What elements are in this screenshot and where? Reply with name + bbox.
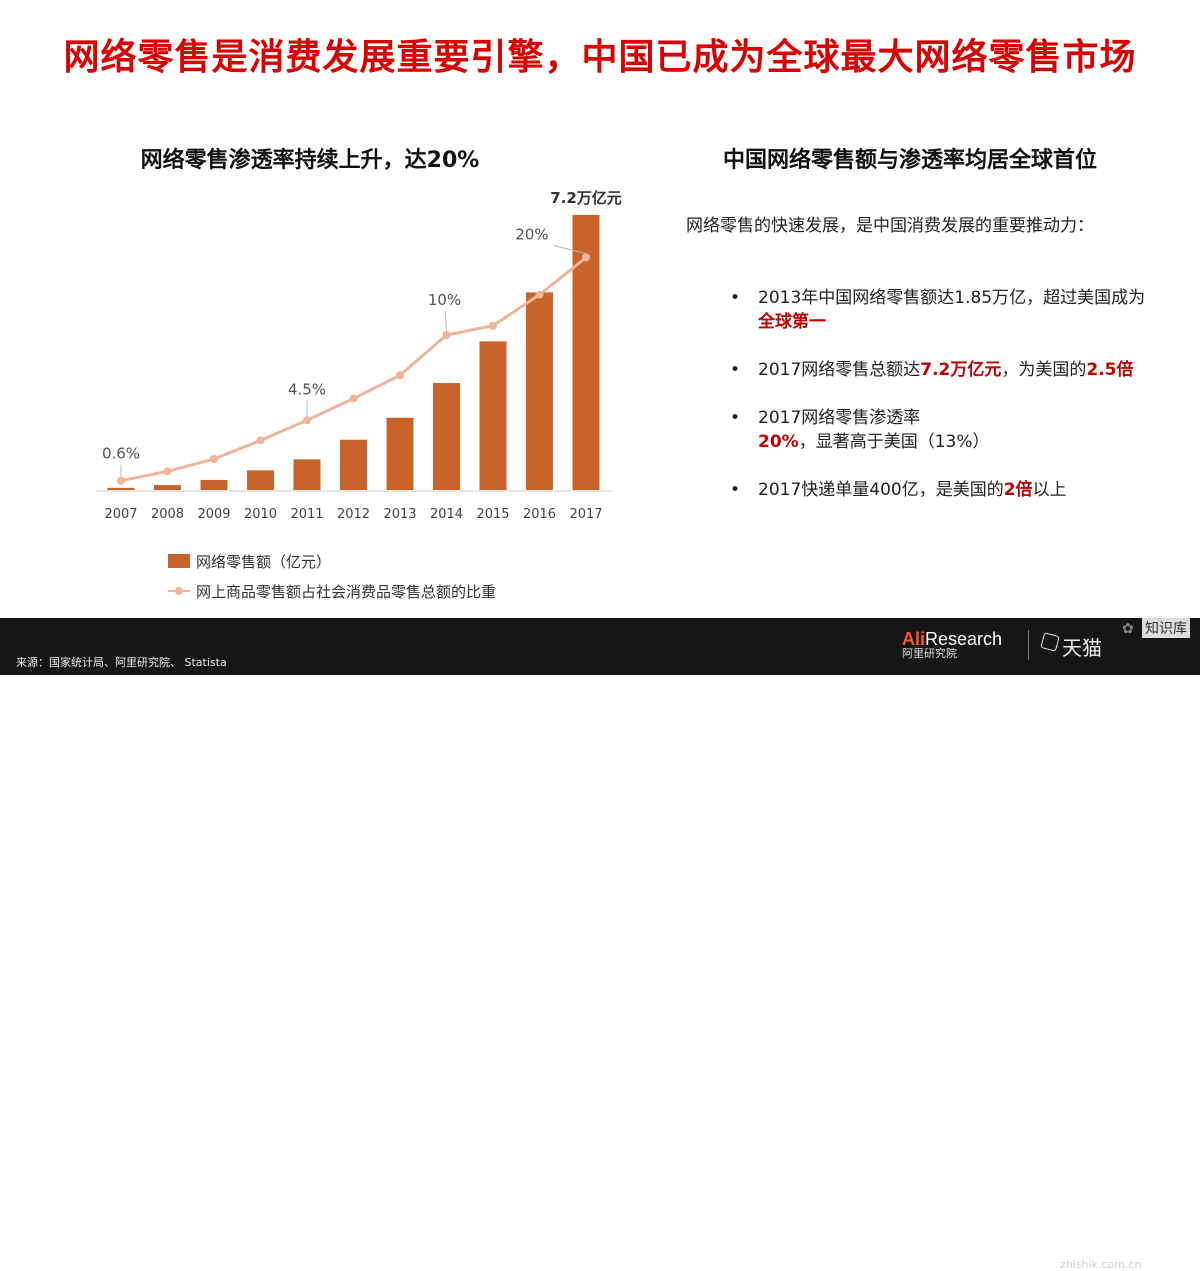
bullet-highlight: 7.2万亿元 [920, 360, 1002, 380]
bar-2013 [386, 417, 414, 490]
share-point-2013 [396, 371, 404, 380]
x-tick-label: 2017 [569, 507, 602, 522]
bar-2008 [154, 485, 181, 490]
share-point-2017 [582, 253, 590, 262]
x-tick-label: 2014 [430, 507, 463, 522]
bullet-dot: • [730, 480, 741, 500]
bar-2011 [293, 459, 321, 490]
page-title: 网络零售是消费发展重要引擎，中国已成为全球最大网络零售市场 [63, 37, 1137, 78]
retail-chart: 7.2万亿元 0.6% 4.5% 10% 20% 2007 2008 2009 2010 2011… [96, 189, 622, 522]
watermark-label: 知识库 [1142, 618, 1190, 638]
bullet-item: • 2017快递单量400亿，是美国的2倍以上 [730, 478, 1150, 502]
bullet-text: ，为美国的 [1001, 360, 1087, 380]
bar-2007 [107, 487, 135, 490]
legend-label-line: 网上商品零售额占社会消费品零售总额的比重 [196, 582, 497, 601]
bullet-list: • 2013年中国网络零售额达1.85万亿，超过美国成为全球第一 • 2017网… [730, 286, 1150, 502]
share-point-2007 [117, 476, 125, 485]
logo-subtitle: 阿里研究院 [902, 648, 957, 660]
bullet-text: ，显著高于美国（13%） [798, 432, 990, 452]
bullet-dot: • [730, 360, 741, 380]
bullet-text: 2017快递单量400亿，是美国的 [758, 480, 1004, 500]
x-tick-label: 2012 [337, 507, 370, 522]
x-tick-label: 2009 [197, 507, 230, 522]
bar-2010 [247, 470, 274, 490]
share-point-2009 [210, 455, 218, 463]
bullet-text: 2013年中国网络零售额达1.85万亿，超过美国成为 [758, 288, 1146, 308]
bullet-text: 2017网络零售渗透率 [758, 408, 921, 428]
share-point-2011 [303, 416, 311, 425]
logo-research: Research [925, 629, 1003, 649]
bullet-dot: • [730, 408, 741, 428]
tmall-logo: 天猫 [1062, 636, 1102, 660]
bullet-highlight: 全球第一 [758, 312, 826, 332]
share-value-label: 20% [515, 226, 548, 244]
share-point-2016 [535, 290, 544, 299]
bullet-text: 以上 [1032, 480, 1067, 500]
share-point-2014 [442, 331, 451, 339]
bar-2012 [340, 439, 367, 490]
x-tick-label: 2011 [290, 507, 323, 522]
chart-legend: 网络零售额（亿元） 网上商品零售额占社会消费品零售总额的比重 [168, 546, 496, 606]
x-tick-label: 2008 [151, 507, 184, 522]
share-label-leader [444, 310, 447, 332]
bullet-dot: • [730, 288, 741, 308]
share-value-label: 10% [428, 291, 461, 309]
legend-item-line: 网上商品零售额占社会消费品零售总额的比重 [168, 576, 496, 606]
share-point-2015 [489, 321, 497, 330]
bullet-item: • 2013年中国网络零售额达1.85万亿，超过美国成为全球第一 [730, 286, 1150, 334]
logo-divider [1028, 630, 1029, 660]
share-value-label: 4.5% [288, 380, 326, 398]
wechat-icon: ✿ [1122, 621, 1134, 637]
bullet-highlight: 2.5倍 [1086, 360, 1134, 380]
bar-2009 [200, 479, 228, 490]
line-swatch-icon [168, 584, 190, 598]
bullet-text: 2017网络零售总额达 [758, 360, 921, 380]
legend-label-bar: 网络零售额（亿元） [196, 552, 332, 571]
footer-bar: 来源：国家统计局、阿里研究院、 Statista AliResearch 阿里研… [0, 618, 1200, 1271]
x-tick-label: 2015 [476, 507, 509, 522]
legend-item-bar: 网络零售额（亿元） [168, 546, 496, 576]
summary-heading: 中国网络零售额与渗透率均居全球首位 [722, 148, 1097, 173]
x-tick-label: 2007 [104, 507, 137, 522]
bar-2014 [433, 383, 460, 490]
bar-2016 [526, 292, 553, 490]
x-tick-label: 2013 [383, 507, 416, 522]
share-value-label: 0.6% [102, 445, 140, 463]
bullet-item: • 2017网络零售渗透率 20%，显著高于美国（13%） [730, 406, 1150, 454]
x-tick-label: 2010 [244, 507, 277, 522]
share-point-2010 [256, 436, 265, 445]
watermark-url: zhishik.com.cn [1060, 1258, 1142, 1271]
share-point-2008 [163, 467, 172, 476]
tmall-cube-icon [1040, 632, 1060, 652]
bullet-highlight: 20% [758, 432, 799, 452]
chart-heading: 网络零售渗透率持续上升，达20% [140, 148, 480, 173]
share-point-2012 [349, 394, 358, 403]
bullet-highlight: 2倍 [1003, 480, 1033, 500]
aliresearch-logo: AliResearch 阿里研究院 [902, 630, 1002, 661]
bar-value-label: 7.2万亿元 [550, 189, 622, 207]
intro-text: 网络零售的快速发展，是中国消费发展的重要推动力： [686, 216, 1094, 236]
bar-swatch-icon [168, 554, 190, 568]
x-tick-label: 2016 [523, 507, 556, 522]
source-note: 来源：国家统计局、阿里研究院、 Statista [16, 656, 227, 669]
share-label-leader [553, 245, 587, 254]
bullet-item: • 2017网络零售总额达7.2万亿元，为美国的2.5倍 [730, 358, 1150, 382]
bar-2015 [479, 341, 507, 490]
logo-ali: Ali [902, 629, 926, 649]
